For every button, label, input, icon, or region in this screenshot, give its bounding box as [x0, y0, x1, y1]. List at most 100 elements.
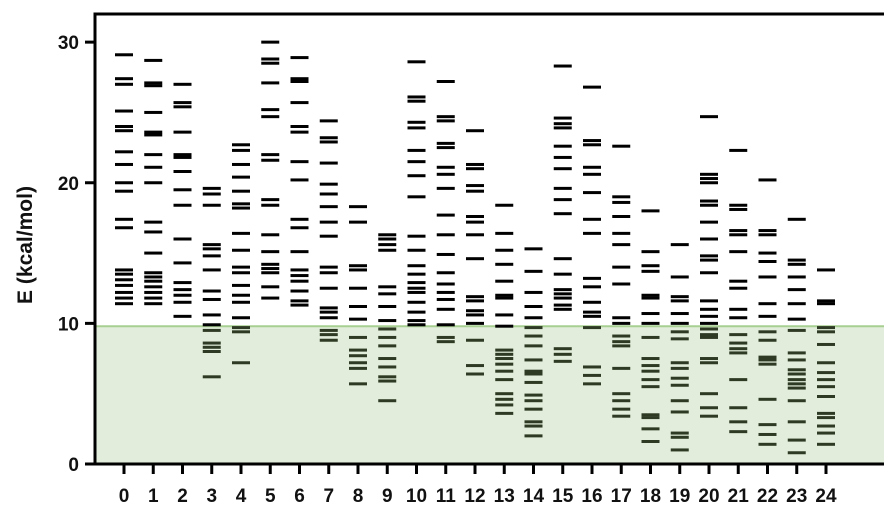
energy-level-mark [466, 372, 484, 376]
energy-level-mark [787, 372, 806, 376]
energy-level-mark [787, 275, 806, 279]
x-tick-label: 12 [464, 486, 485, 507]
energy-level-mark [115, 109, 133, 113]
energy-level-mark [553, 144, 572, 148]
energy-level-mark [202, 313, 221, 317]
energy-level-mark [583, 231, 601, 235]
x-tick-label: 24 [815, 486, 837, 507]
energy-level-mark [232, 265, 250, 269]
x-tick-label: 19 [669, 486, 690, 507]
energy-level-mark [817, 330, 835, 334]
energy-level-mark [495, 362, 514, 366]
energy-level-mark [787, 258, 806, 262]
energy-level-mark [290, 217, 309, 221]
energy-level-mark [202, 323, 221, 327]
energy-level-mark [349, 354, 367, 358]
energy-level-mark [553, 352, 572, 356]
energy-level-mark [407, 310, 426, 314]
energy-level-mark [173, 82, 192, 86]
energy-level-mark [261, 108, 280, 112]
energy-level-mark [758, 432, 777, 436]
energy-level-mark [261, 250, 280, 254]
energy-level-mark [349, 366, 367, 370]
energy-level-mark [758, 423, 777, 427]
energy-level-mark [436, 297, 455, 301]
energy-level-mark [407, 323, 426, 327]
energy-level-mark [729, 286, 748, 290]
energy-level-mark [524, 269, 543, 273]
energy-level-mark [641, 250, 660, 254]
energy-level-mark [290, 289, 309, 293]
energy-level-mark [700, 321, 718, 325]
x-tick-label: 8 [353, 486, 364, 507]
energy-level-mark [583, 172, 601, 176]
energy-level-mark [641, 269, 660, 273]
energy-level-mark [817, 326, 835, 330]
energy-level-mark [495, 231, 514, 235]
energy-level-mark [319, 286, 338, 290]
energy-level-mark [378, 292, 397, 296]
energy-level-mark [173, 203, 192, 207]
energy-level-mark [670, 376, 689, 380]
energy-level-mark [729, 279, 748, 283]
energy-level-mark [641, 209, 660, 213]
energy-level-mark [670, 361, 689, 365]
energy-level-mark [466, 299, 484, 303]
energy-level-mark [700, 258, 718, 262]
energy-level-mark [202, 192, 221, 196]
energy-level-mark [378, 344, 397, 348]
energy-level-mark [290, 56, 309, 60]
energy-level-mark [466, 364, 484, 368]
energy-level-mark [202, 297, 221, 301]
energy-level-mark [378, 319, 397, 323]
energy-level-mark [319, 271, 338, 275]
energy-level-mark [758, 442, 777, 446]
energy-level-mark [670, 321, 689, 325]
energy-level-mark [612, 195, 631, 199]
energy-level-mark [700, 254, 718, 258]
energy-level-mark [583, 373, 601, 377]
energy-level-mark [553, 288, 572, 292]
energy-level-mark [261, 153, 280, 157]
energy-level-mark [378, 243, 397, 247]
x-axis-ticks: 0 1 2 3 4 5 6 7 8 9 10 11 12 13 14 15 16 17 18 19 20 21 22 23 24 [119, 464, 837, 507]
x-tick-label: 3 [206, 486, 217, 507]
energy-level-mark [232, 361, 250, 365]
energy-level-mark [729, 148, 748, 152]
energy-level-mark [729, 420, 748, 424]
energy-level-mark [553, 272, 572, 276]
energy-level-mark [202, 341, 221, 345]
energy-level-mark [290, 268, 309, 272]
energy-level-mark [524, 380, 543, 384]
energy-level-mark [670, 337, 689, 341]
energy-level-mark [173, 237, 192, 241]
energy-level-mark [729, 341, 748, 345]
energy-level-mark [407, 234, 426, 238]
energy-level-mark [612, 414, 631, 418]
energy-level-mark [495, 369, 514, 373]
energy-level-mark [378, 305, 397, 308]
energy-level-mark [670, 330, 689, 334]
energy-level-mark [612, 321, 631, 325]
energy-level-mark [700, 115, 718, 119]
energy-level-mark [553, 198, 572, 202]
energy-level-mark [670, 435, 689, 439]
energy-level-mark [349, 382, 367, 386]
energy-level-mark [173, 153, 192, 157]
energy-level-mark [378, 237, 397, 241]
energy-level-mark [700, 333, 718, 337]
energy-level-mark [700, 327, 718, 331]
x-tick-label: 2 [177, 486, 188, 507]
energy-level-mark [232, 206, 250, 210]
energy-level-mark [583, 314, 601, 318]
energy-level-mark [670, 383, 689, 387]
energy-level-mark [612, 144, 631, 148]
energy-level-mark [436, 146, 455, 150]
energy-level-mark [319, 316, 338, 320]
energy-level-mark [758, 362, 777, 366]
energy-level-mark [583, 310, 601, 314]
energy-level-mark [670, 399, 689, 403]
x-tick-label: 11 [436, 486, 457, 507]
energy-level-mark [524, 369, 543, 373]
